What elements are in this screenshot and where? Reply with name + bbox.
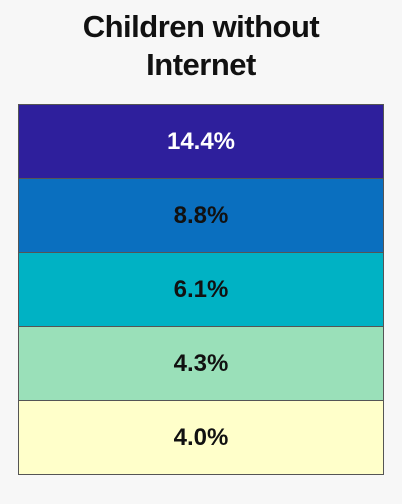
legend-label: 14.4% (166, 127, 236, 155)
legend-label: 4.3% (173, 349, 229, 377)
legend: 14.4% 8.8% 6.1% 4.3% 4.0% (18, 104, 384, 475)
legend-item: 14.4% (19, 105, 383, 178)
legend-label: 4.0% (173, 423, 229, 451)
legend-label: 8.8% (173, 201, 229, 229)
legend-title: Children without Internet (82, 9, 320, 82)
legend-item: 4.3% (19, 326, 383, 400)
legend-label: 6.1% (173, 275, 229, 303)
legend-item: 6.1% (19, 252, 383, 326)
page: Children without Internet 14.4% 8.8% 6.1% 4… (0, 8, 402, 504)
legend-item: 4.0% (19, 400, 383, 474)
legend-item: 8.8% (19, 178, 383, 252)
